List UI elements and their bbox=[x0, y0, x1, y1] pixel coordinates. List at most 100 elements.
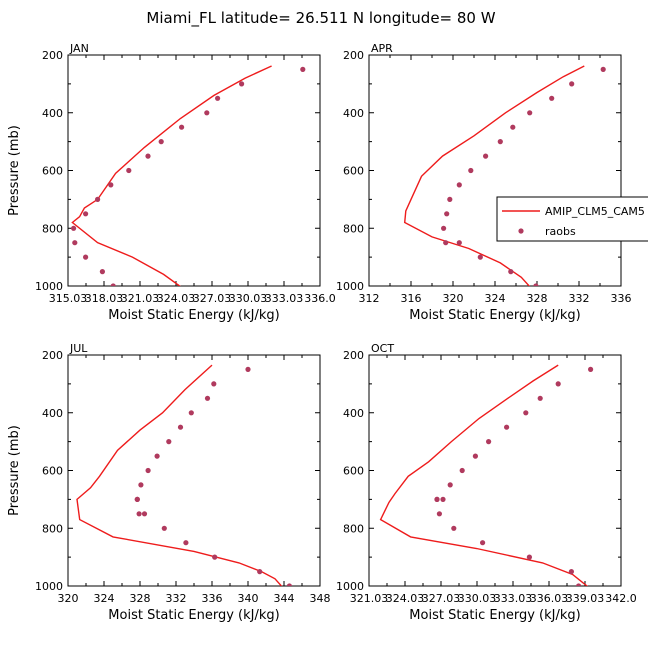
panel-oct: OCT 200 400 600 800 1000321.03324.03327.03330… bbox=[336, 342, 637, 623]
obs-point bbox=[568, 569, 575, 575]
plot-area bbox=[403, 65, 606, 286]
obs-point bbox=[510, 124, 516, 130]
panels: JAN2004006008001000315.03318.03321.03324… bbox=[7, 42, 648, 623]
obs-point bbox=[72, 240, 78, 246]
x-tick-label: 333.03 bbox=[265, 292, 304, 305]
obs-point bbox=[83, 211, 89, 217]
obs-point bbox=[212, 554, 218, 560]
obs-point bbox=[141, 511, 148, 517]
obs-point bbox=[576, 583, 582, 586]
obs-point bbox=[257, 569, 263, 575]
obs-point bbox=[136, 511, 142, 517]
x-axis-label: Moist Static Energy (kJ/kg) bbox=[409, 308, 580, 323]
x-tick-label: 327.03 bbox=[193, 292, 232, 305]
x-tick-label: 330.03 bbox=[458, 592, 497, 605]
plot-frame bbox=[368, 54, 622, 287]
x-tick-label: 336.03 bbox=[530, 592, 569, 605]
x-tick-label: 333.03 bbox=[494, 592, 533, 605]
obs-point bbox=[300, 66, 306, 72]
obs-point bbox=[533, 283, 539, 286]
x-tick-label: 332 bbox=[166, 592, 187, 605]
x-tick-label: 324 bbox=[94, 592, 115, 605]
y-tick-label: 800 bbox=[343, 522, 364, 535]
y-tick-label: 1000 bbox=[35, 580, 63, 593]
x-tick-label: 321.03 bbox=[121, 292, 160, 305]
obs-point bbox=[451, 525, 457, 531]
obs-point bbox=[126, 167, 132, 174]
obs-point bbox=[477, 254, 483, 260]
obs-point bbox=[537, 395, 543, 401]
y-tick-label: 1000 bbox=[35, 280, 63, 293]
legend-label-model: AMIP_CLM5_CAM5 bbox=[545, 205, 645, 218]
x-tick-label: 344 bbox=[274, 592, 295, 605]
obs-point bbox=[177, 424, 184, 430]
y-tick-label: 400 bbox=[42, 107, 63, 120]
x-tick-label: 328 bbox=[130, 592, 151, 605]
x-tick-label: 320 bbox=[443, 292, 464, 305]
obs-point bbox=[286, 583, 292, 586]
y-tick-label: 400 bbox=[343, 407, 364, 420]
x-tick-label: 336 bbox=[202, 592, 223, 605]
y-tick-label: 600 bbox=[42, 165, 63, 178]
obs-point bbox=[441, 225, 447, 231]
x-tick-label: 348 bbox=[310, 592, 331, 605]
y-tick-label: 400 bbox=[42, 407, 63, 420]
obs-point bbox=[145, 153, 151, 159]
legend-marker-obs bbox=[518, 228, 524, 234]
figure-title: Miami_FL latitude= 26.511 N longitude= 8… bbox=[146, 9, 495, 28]
x-tick-label: 324 bbox=[485, 292, 506, 305]
obs-point bbox=[569, 81, 575, 87]
x-tick-label: 336.0 bbox=[304, 292, 336, 305]
obs-point bbox=[215, 95, 221, 101]
plot-frame bbox=[67, 54, 321, 287]
y-tick-label: 1000 bbox=[336, 580, 364, 593]
obs-point bbox=[447, 482, 453, 488]
series-line-model bbox=[403, 65, 585, 286]
y-tick-label: 800 bbox=[42, 222, 63, 235]
obs-point bbox=[204, 110, 210, 116]
x-tick-label: 318.03 bbox=[85, 292, 124, 305]
panel-label: JUL bbox=[69, 342, 88, 355]
y-tick-label: 800 bbox=[343, 222, 364, 235]
obs-point bbox=[211, 381, 217, 387]
obs-point bbox=[110, 283, 116, 286]
series-line-model bbox=[379, 364, 589, 586]
plot-area bbox=[71, 65, 306, 286]
obs-point bbox=[204, 395, 211, 401]
obs-point bbox=[239, 81, 245, 87]
plot-frame bbox=[368, 354, 622, 587]
x-tick-label: 324.03 bbox=[386, 592, 425, 605]
obs-point bbox=[588, 366, 594, 372]
obs-point bbox=[440, 496, 446, 502]
x-tick-label: 315.03 bbox=[49, 292, 88, 305]
obs-point bbox=[447, 196, 453, 202]
obs-point bbox=[456, 240, 462, 246]
obs-point bbox=[108, 182, 114, 188]
x-tick-label: 327.03 bbox=[422, 592, 461, 605]
obs-point bbox=[555, 381, 561, 387]
plot-area bbox=[76, 364, 292, 586]
obs-point bbox=[99, 269, 105, 275]
obs-point bbox=[179, 124, 185, 130]
obs-point bbox=[480, 540, 486, 546]
obs-point bbox=[549, 95, 555, 101]
obs-point bbox=[456, 182, 462, 188]
obs-point bbox=[95, 196, 101, 202]
y-tick-label: 600 bbox=[343, 165, 364, 178]
series-line-model bbox=[76, 364, 283, 586]
x-axis-label: Moist Static Energy (kJ/kg) bbox=[108, 608, 279, 623]
obs-point bbox=[508, 269, 514, 275]
y-tick-label: 200 bbox=[343, 49, 364, 62]
x-tick-label: 336 bbox=[611, 292, 632, 305]
obs-point bbox=[600, 66, 606, 72]
obs-point bbox=[245, 366, 251, 372]
y-tick-label: 400 bbox=[343, 107, 364, 120]
x-tick-label: 321.03 bbox=[350, 592, 389, 605]
obs-point bbox=[436, 511, 442, 517]
y-tick-label: 200 bbox=[343, 349, 364, 362]
series-line-model bbox=[71, 65, 272, 286]
legend-label-obs: raobs bbox=[545, 225, 576, 238]
